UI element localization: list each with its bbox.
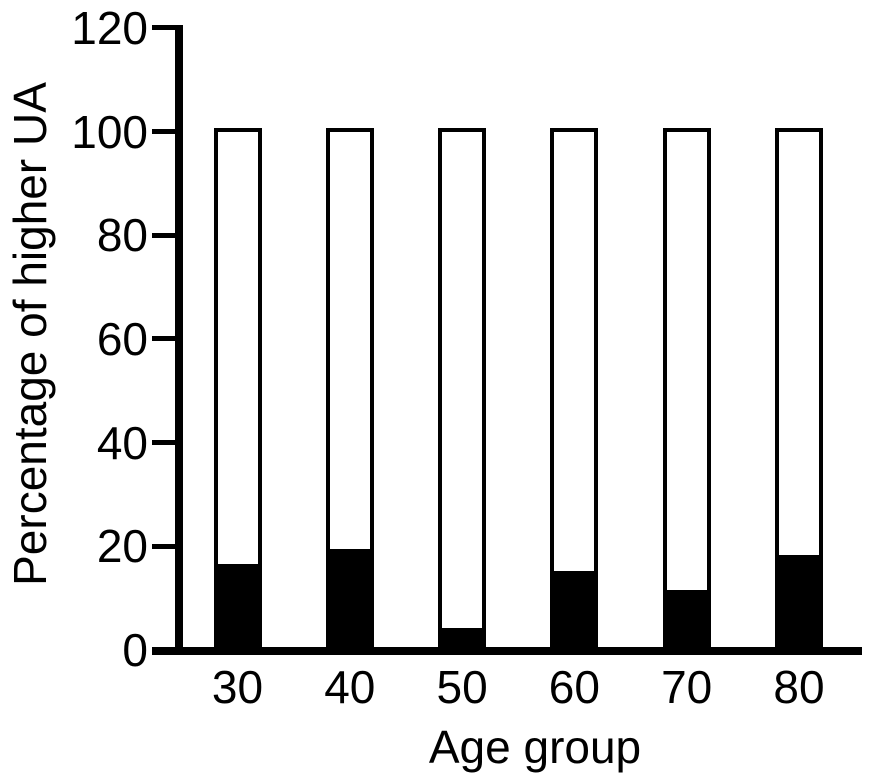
x-tick-label: 80 [773,661,825,713]
bar-black-segment-80 [779,555,819,650]
y-tick-mark [152,336,176,342]
bar-60 [550,127,599,654]
x-tick-label: 60 [548,661,600,713]
bar-black-segment-50 [442,628,483,650]
bar-40 [325,127,374,654]
bar-80 [775,127,823,654]
y-tick-mark [152,647,176,653]
y-axis-spine [175,25,183,655]
y-tick-label: 80 [96,209,148,262]
y-tick-label: 40 [96,416,148,469]
bar-30 [213,127,262,654]
y-tick-mark [152,543,176,549]
x-axis-baseline [152,647,862,655]
bar-black-segment-70 [666,590,707,650]
x-tick-label: 40 [324,661,376,713]
y-tick-label: 60 [96,312,148,365]
bar-50 [438,127,487,654]
y-tick-mark [152,129,176,134]
y-tick-label: 20 [96,520,148,573]
y-tick-label: 0 [122,624,148,676]
x-tick-label: 70 [661,661,713,713]
y-tick-label: 100 [71,105,148,158]
bar-70 [662,127,711,654]
bar-black-segment-60 [554,570,595,650]
bar-black-segment-40 [329,549,370,650]
bar-black-segment-30 [217,564,258,650]
x-axis-title: Age group [428,721,642,773]
x-tick-label: 30 [211,661,264,713]
y-tick-label: 120 [71,1,148,54]
y-tick-mark [152,440,176,446]
y-tick-mark [152,25,176,31]
x-tick-label: 50 [436,661,488,713]
y-tick-mark [152,232,176,238]
